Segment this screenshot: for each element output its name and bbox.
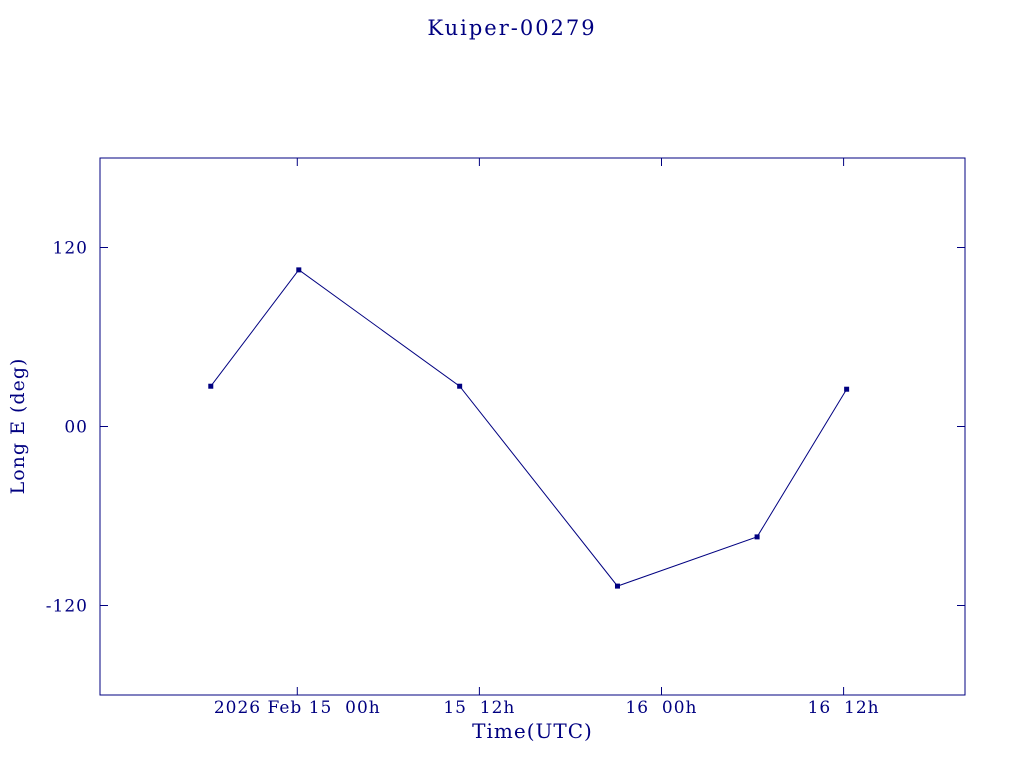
- y-tick-label: -120: [46, 597, 88, 617]
- data-point: [844, 386, 850, 392]
- x-tick-label: 15 12h: [443, 698, 515, 718]
- chart-title: Kuiper-00279: [427, 16, 597, 40]
- x-tick-label: 16 00h: [625, 698, 697, 718]
- data-point: [208, 383, 214, 389]
- data-line: [210, 269, 848, 587]
- x-axis-label: Time(UTC): [472, 719, 593, 743]
- x-tick-label: 2026 Feb 15 00h: [214, 698, 381, 718]
- y-tick-label: 120: [53, 239, 88, 259]
- plot-box: [99, 157, 966, 696]
- data-point: [296, 267, 302, 273]
- data-point: [614, 583, 620, 589]
- data-point: [754, 534, 760, 540]
- data-point: [457, 383, 463, 389]
- y-tick-label: 00: [64, 418, 88, 438]
- x-tick-label: 16 12h: [808, 698, 880, 718]
